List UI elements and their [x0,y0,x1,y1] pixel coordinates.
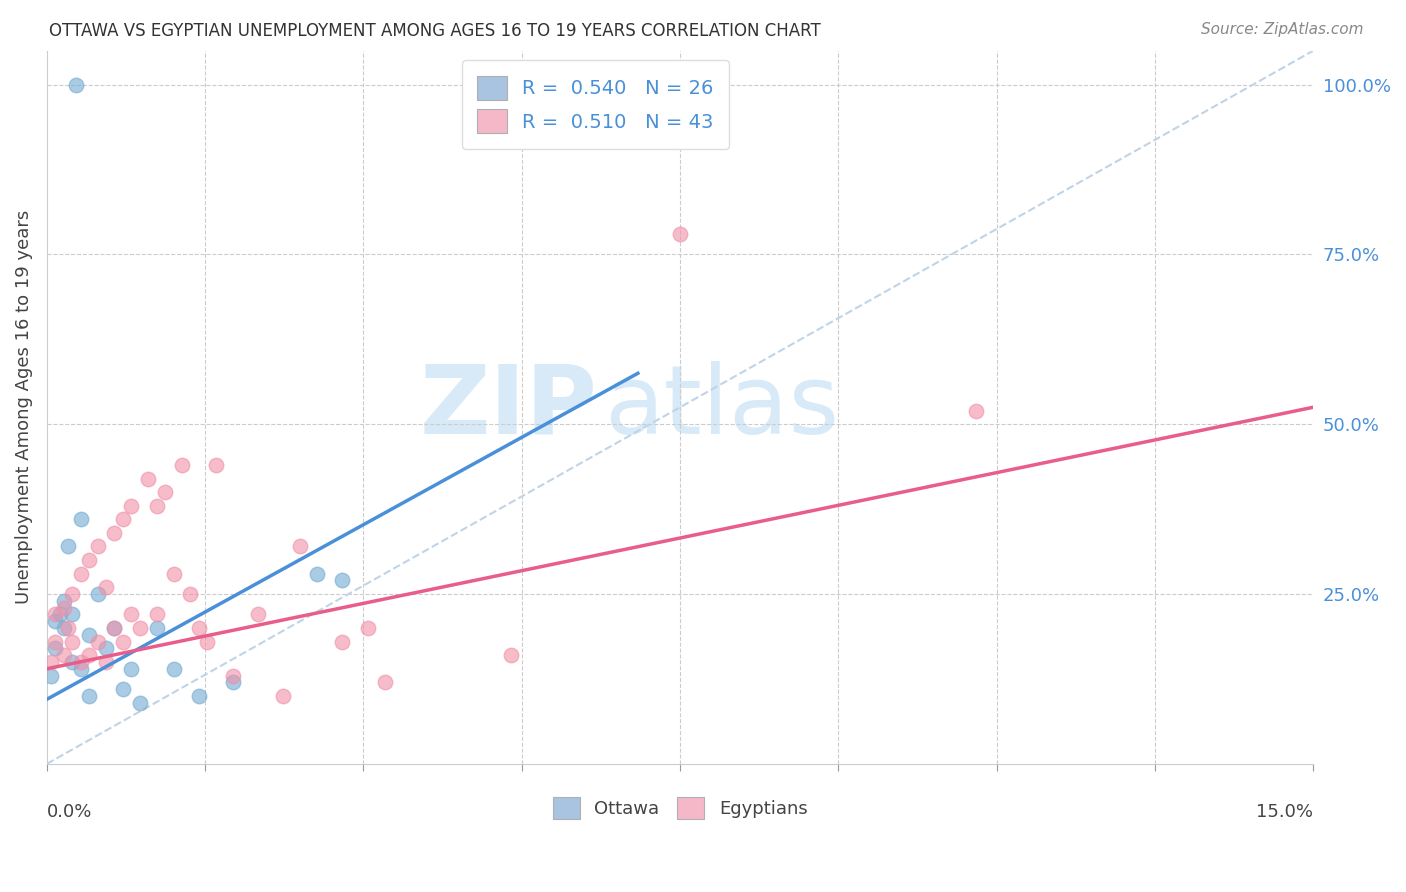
Point [39,655,62,669]
Point [153,485,176,500]
Point [69,655,91,669]
Point [60,634,83,648]
Text: atlas: atlas [605,360,839,454]
Point [111,634,134,648]
Point [145,499,167,513]
Point [669,227,692,241]
Point [128,696,150,710]
Point [288,540,311,554]
Point [44,614,66,628]
Point [39,668,62,682]
Point [357,621,380,635]
Point [120,662,142,676]
Point [77,553,100,567]
Point [86,587,108,601]
Point [52,600,75,615]
Point [103,621,125,635]
Y-axis label: Unemployment Among Ages 16 to 19 years: Unemployment Among Ages 16 to 19 years [15,211,32,605]
Point [48,607,70,622]
Point [111,512,134,526]
Point [179,587,201,601]
Point [56,621,79,635]
Point [195,634,218,648]
Point [965,403,987,417]
Text: 0.0%: 0.0% [46,803,93,821]
Point [332,634,354,648]
Point [271,689,294,703]
Point [332,574,354,588]
Point [94,580,117,594]
Point [103,621,125,635]
Point [65,78,87,92]
Point [60,587,83,601]
Point [145,621,167,635]
Point [374,675,396,690]
Point [56,540,79,554]
Point [221,675,243,690]
Point [52,594,75,608]
Point [44,634,66,648]
Text: Source: ZipAtlas.com: Source: ZipAtlas.com [1201,22,1364,37]
Point [94,641,117,656]
Point [86,634,108,648]
Point [187,689,209,703]
Point [305,566,328,581]
Point [162,662,184,676]
Point [94,655,117,669]
Point [120,499,142,513]
Point [103,525,125,540]
Point [120,607,142,622]
Point [60,655,83,669]
Point [145,607,167,622]
Point [77,689,100,703]
Point [128,621,150,635]
Point [170,458,193,472]
Point [44,607,66,622]
Point [86,540,108,554]
Legend: Ottawa, Egyptians: Ottawa, Egyptians [546,789,815,826]
Point [52,621,75,635]
Point [60,607,83,622]
Point [52,648,75,662]
Point [44,641,66,656]
Text: OTTAWA VS EGYPTIAN UNEMPLOYMENT AMONG AGES 16 TO 19 YEARS CORRELATION CHART: OTTAWA VS EGYPTIAN UNEMPLOYMENT AMONG AG… [49,22,821,40]
Point [246,607,269,622]
Point [69,512,91,526]
Point [69,566,91,581]
Point [69,662,91,676]
Point [162,566,184,581]
Point [221,668,243,682]
Point [187,621,209,635]
Point [204,458,226,472]
Text: ZIP: ZIP [420,360,598,454]
Point [77,628,100,642]
Text: 15.0%: 15.0% [1257,803,1313,821]
Point [111,682,134,697]
Point [501,648,523,662]
Point [136,472,159,486]
Point [77,648,100,662]
